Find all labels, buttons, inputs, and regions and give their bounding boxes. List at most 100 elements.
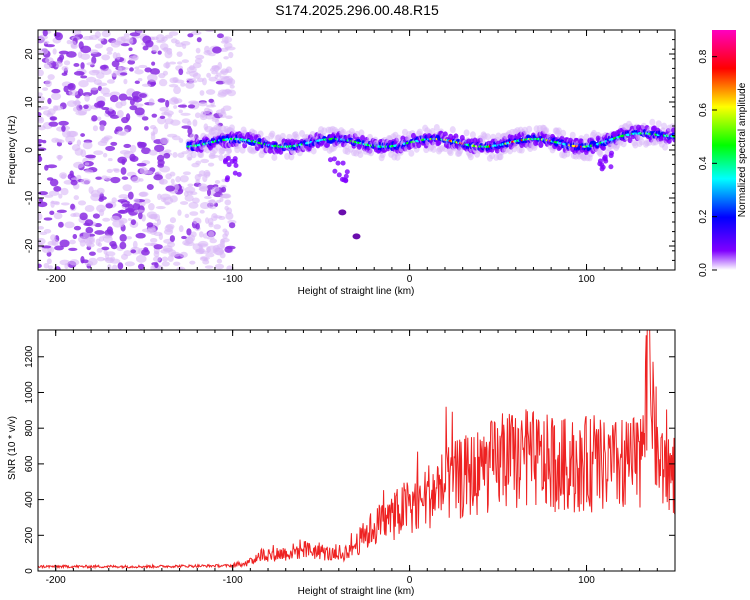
spectrogram-noise-blob (126, 236, 132, 240)
spectrogram-noise-blob (213, 224, 221, 230)
spectrogram-noise-blob (38, 197, 43, 203)
spectrogram-noise-blob (148, 98, 155, 107)
spectrogram-noise-blob (188, 201, 199, 209)
spectrogram-noise-blob (206, 188, 211, 197)
spectrogram-noise-blob (141, 147, 151, 155)
spectrogram-noise-blob (134, 107, 145, 116)
spectrogram-noise-blob (106, 79, 115, 84)
spectrogram-dip (233, 162, 239, 168)
spectrogram-noise-blob (133, 209, 145, 213)
spectrogram-noise-blob (192, 217, 202, 225)
snr-xlabel: Height of straight line (km) (298, 586, 415, 597)
spectrogram-noise-blob (119, 241, 127, 250)
spectrogram-noise-blob (127, 191, 134, 200)
spectrogram-noise-blob (148, 149, 158, 156)
spectrogram-halo (228, 124, 235, 132)
spectrogram-noise-blob (58, 120, 69, 126)
spectrogram-noise-blob (142, 35, 152, 44)
spectrogram-noise-blob (109, 258, 121, 264)
spectrogram-noise-blob (85, 76, 97, 83)
spectrogram-noise-blob (87, 257, 98, 266)
spectrogram-noise-blob (70, 203, 76, 210)
spectrogram-noise-blob (177, 152, 185, 158)
spectrogram-noise-blob (42, 87, 49, 91)
spectrogram-noise-blob (54, 245, 64, 251)
spectrogram-noise-blob (138, 64, 148, 69)
spectrogram-noise-blob (49, 116, 58, 121)
spectrogram-noise-blob (208, 76, 218, 82)
spectrogram-noise-blob (221, 89, 233, 95)
spectrogram-noise-blob (161, 261, 170, 267)
spectrogram-noise-blob (142, 45, 149, 51)
spectrogram-noise-blob (190, 231, 197, 238)
spectrogram-noise-blob (73, 161, 85, 169)
spectrogram-halo (463, 129, 470, 137)
spectrogram-noise-blob (72, 30, 82, 36)
spectrogram-noise-blob (184, 213, 190, 218)
spectrogram-noise-blob (134, 103, 144, 107)
spectrogram-noise-blob (49, 210, 55, 216)
spectrogram-noise-blob (205, 89, 216, 95)
spectrogram-noise-blob (155, 205, 166, 210)
spectrogram-halo (198, 151, 205, 159)
spectrogram-noise-blob (163, 228, 174, 235)
spectrogram-noise-blob (187, 33, 194, 38)
spec-ytick-label: 10 (24, 96, 35, 108)
spectrogram-dip (327, 157, 333, 163)
spectrogram-noise-blob (159, 137, 170, 145)
spectrogram-noise-blob (135, 254, 147, 263)
spectrogram-dip (335, 160, 341, 166)
spectrogram-noise-blob (43, 62, 52, 69)
spectrogram-noise-blob (190, 30, 202, 36)
spectrogram-noise-blob (106, 226, 113, 235)
spectrogram-noise-blob (142, 198, 151, 204)
spectrogram-noise-blob (46, 164, 58, 169)
spectrogram-noise-blob (137, 263, 145, 270)
spectrogram-noise-blob (38, 226, 45, 230)
spectrogram-noise-blob (149, 68, 161, 75)
spectrogram-noise-blob (223, 56, 229, 60)
spectrogram-noise-blob (51, 88, 61, 94)
spectrogram-noise-blob (168, 61, 177, 65)
spectrogram-noise-blob (120, 167, 127, 175)
spectrogram-dip (332, 168, 338, 174)
spectrogram-noise-blob (105, 251, 116, 257)
spectrogram-noise-blob (121, 176, 129, 180)
spectrogram-noise-blob (50, 92, 62, 101)
spectrogram-noise-blob (123, 128, 129, 134)
spectrogram-halo (343, 142, 350, 150)
spectrogram-noise-blob (117, 66, 122, 74)
spectrogram-noise-blob (44, 57, 54, 64)
spectrogram-halo (518, 146, 525, 154)
spectrogram-noise-blob (222, 228, 228, 233)
spectrogram-noise-blob (182, 43, 187, 49)
spectrogram-noise-blob (78, 80, 89, 88)
spectrogram-noise-blob (56, 209, 67, 214)
spectrogram-noise-blob (38, 263, 42, 269)
spectrogram-dip (599, 162, 605, 168)
spectrogram-noise-blob (212, 215, 223, 219)
spectrogram-noise-blob (84, 162, 90, 166)
spectrogram-noise-blob (176, 61, 183, 65)
spectrogram-noise-blob (44, 79, 52, 88)
spectrogram-noise-blob (225, 212, 234, 220)
spectrogram-noise-blob (47, 97, 52, 105)
spectrogram-noise-blob (49, 178, 59, 187)
spectrogram-noise-blob (117, 156, 128, 164)
spectrogram-noise-blob (224, 46, 236, 51)
spectrogram-noise-blob (178, 68, 184, 76)
spectrogram-noise-blob (219, 75, 230, 79)
spectrogram-dip (331, 156, 337, 162)
spectrogram-noise-blob (194, 112, 201, 119)
spectrogram-noise-blob (216, 72, 222, 77)
spectrogram-noise-blob (38, 116, 45, 124)
spectrogram-halo (429, 128, 436, 136)
spectrogram-halo (560, 129, 567, 137)
spectrogram-noise-blob (96, 116, 102, 122)
spectrogram-noise-blob (80, 133, 86, 137)
spectrogram-noise-blob (105, 203, 114, 209)
spectrogram-dip (236, 172, 242, 178)
spec-xtick-label: -100 (223, 274, 243, 285)
spectrogram-halo (447, 149, 454, 157)
spectrogram-halo (526, 125, 533, 133)
